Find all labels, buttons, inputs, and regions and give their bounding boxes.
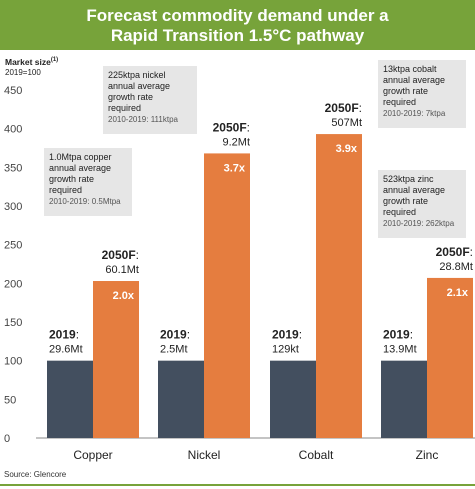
x-tick-label: Copper [73,448,112,462]
label-2019-value: 13.9Mt [383,344,417,356]
callout-line: annual average [49,163,111,173]
y-tick-label: 150 [4,317,22,329]
y-tick-label: 350 [4,162,22,174]
bottom-rule [0,484,475,486]
source-note: Source: Glencore [4,470,67,479]
label-2050f-value: 507Mt [331,117,362,129]
label-2050f-colon: : [136,248,139,262]
callout-line: required [49,185,82,195]
y-tick-label: 400 [4,124,22,136]
label-2050f-value: 60.1Mt [105,264,139,276]
multiple-label: 3.7x [224,162,246,174]
chart-title: Forecast commodity demand under a Rapid … [0,0,475,50]
label-2019-year: 2019 [160,328,187,342]
multiple-label: 2.1x [447,287,469,299]
bar-2050f-cobalt [316,134,362,438]
label-2050f-heading: 2050F: [213,120,250,134]
label-2019-value: 2.5Mt [160,344,188,356]
y-axis-title-text: Market size [5,57,51,67]
callout-line: 225ktpa nickel [108,70,166,80]
callout-line: 1.0Mtpa copper [49,152,112,162]
callout-line: growth rate [108,92,153,102]
y-tick-label: 200 [4,278,22,290]
label-2050f-heading: 2050F: [325,101,362,115]
y-axis-title-footnote: (1) [50,57,59,64]
label-2019-value: 129kt [272,344,299,356]
y-tick-label: 300 [4,201,22,213]
label-2050f-colon: : [359,101,362,115]
label-2019-colon: : [76,328,79,342]
y-axis-title: Market size(1) [5,57,58,67]
y-tick-label: 250 [4,240,22,252]
y-tick-label: 50 [4,394,16,406]
x-tick-label: Cobalt [299,448,334,462]
label-2019-colon: : [187,328,190,342]
callout-sub: 2010-2019: 262ktpa [383,219,455,228]
callout-box [103,66,197,134]
label-2019-heading: 2019: [383,328,413,342]
callout-line: growth rate [383,86,428,96]
callout-sub: 2010-2019: 7ktpa [383,109,446,118]
callout-line: annual average [383,185,445,195]
bar-2019-nickel [158,360,204,438]
callout-line: required [108,103,141,113]
label-2050f-year: 2050F [436,245,470,259]
bar-2019-zinc [381,360,427,438]
label-2019-year: 2019 [272,328,299,342]
label-2050f-value: 28.8Mt [439,261,473,273]
label-2050f-year: 2050F [325,101,359,115]
label-2050f-year: 2050F [102,248,136,262]
bar-2050f-nickel [204,153,250,438]
label-2050f-heading: 2050F: [102,248,139,262]
label-2019-colon: : [410,328,413,342]
callout-sub: 2010-2019: 111ktpa [108,115,179,124]
label-2050f-colon: : [470,245,473,259]
callout-line: annual average [108,81,170,91]
label-2019-heading: 2019: [272,328,302,342]
label-2050f-year: 2050F [213,120,247,134]
callout-line: 13ktpa cobalt [383,64,437,74]
label-2019-year: 2019 [383,328,410,342]
y-tick-label: 450 [4,85,22,97]
label-2050f-colon: : [247,120,250,134]
callout-line: required [383,207,416,217]
callout-line: growth rate [49,174,94,184]
x-tick-label: Zinc [416,448,439,462]
callout-box [378,170,466,238]
callout-line: annual average [383,75,445,85]
bar-2019-copper [47,360,93,438]
y-tick-label: 100 [4,356,22,368]
label-2050f-heading: 2050F: [436,245,473,259]
label-2050f-value: 9.2Mt [222,136,250,148]
callout-sub: 2010-2019: 0.5Mtpa [49,197,121,206]
callout-box [44,148,132,216]
bar-2050f-zinc [427,277,473,438]
chart-title-line-1: Forecast commodity demand under a [86,6,389,25]
callout-line: growth rate [383,196,428,206]
callout-line: required [383,97,416,107]
callout-line: 523ktpa zinc [383,174,434,184]
bar-2019-cobalt [270,360,316,438]
y-tick-label: 0 [4,433,10,445]
multiple-label: 2.0x [113,290,135,302]
callout-box [378,60,466,128]
multiple-label: 3.9x [336,143,358,155]
label-2019-colon: : [299,328,302,342]
x-tick-label: Nickel [188,448,221,462]
label-2019-value: 29.6Mt [49,344,83,356]
bar-2050f-copper [93,281,139,438]
label-2019-year: 2019 [49,328,76,342]
y-axis-subtitle: 2019=100 [5,68,41,77]
label-2019-heading: 2019: [49,328,79,342]
chart-title-line-2: Rapid Transition 1.5°C pathway [110,26,365,45]
label-2019-heading: 2019: [160,328,190,342]
